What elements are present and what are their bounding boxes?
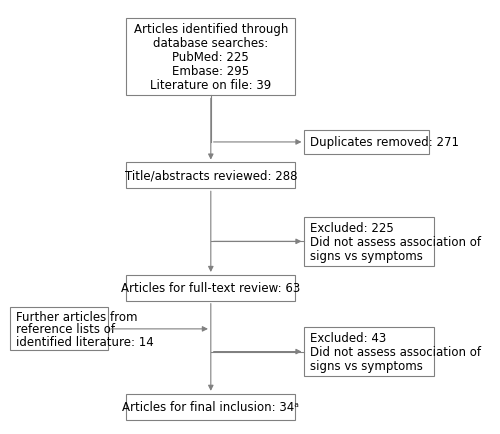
Text: Articles for full-text review: 63: Articles for full-text review: 63	[121, 282, 300, 295]
FancyBboxPatch shape	[304, 327, 434, 377]
Text: Excluded: 43: Excluded: 43	[310, 331, 386, 344]
Text: Articles identified through: Articles identified through	[134, 23, 288, 36]
Text: Literature on file: 39: Literature on file: 39	[150, 79, 272, 92]
Text: PubMed: 225: PubMed: 225	[172, 51, 249, 64]
FancyBboxPatch shape	[126, 19, 296, 96]
Text: Duplicates removed: 271: Duplicates removed: 271	[310, 136, 458, 149]
FancyBboxPatch shape	[10, 308, 108, 351]
FancyBboxPatch shape	[126, 275, 296, 301]
Text: identified literature: 14: identified literature: 14	[16, 335, 154, 348]
Text: database searches:: database searches:	[153, 37, 268, 50]
Text: signs vs symptoms: signs vs symptoms	[310, 359, 422, 372]
Text: Did not assess association of: Did not assess association of	[310, 235, 480, 248]
FancyBboxPatch shape	[126, 163, 296, 189]
Text: Title/abstracts reviewed: 288: Title/abstracts reviewed: 288	[124, 170, 297, 183]
FancyBboxPatch shape	[126, 394, 296, 420]
Text: Excluded: 225: Excluded: 225	[310, 221, 394, 234]
Text: Did not assess association of: Did not assess association of	[310, 345, 480, 358]
Text: reference lists of: reference lists of	[16, 322, 114, 335]
Text: signs vs symptoms: signs vs symptoms	[310, 250, 422, 263]
Text: Articles for final inclusion: 34ᵃ: Articles for final inclusion: 34ᵃ	[122, 400, 299, 413]
Text: Embase: 295: Embase: 295	[172, 65, 250, 78]
Text: Further articles from: Further articles from	[16, 310, 137, 323]
FancyBboxPatch shape	[304, 131, 429, 155]
FancyBboxPatch shape	[304, 217, 434, 266]
